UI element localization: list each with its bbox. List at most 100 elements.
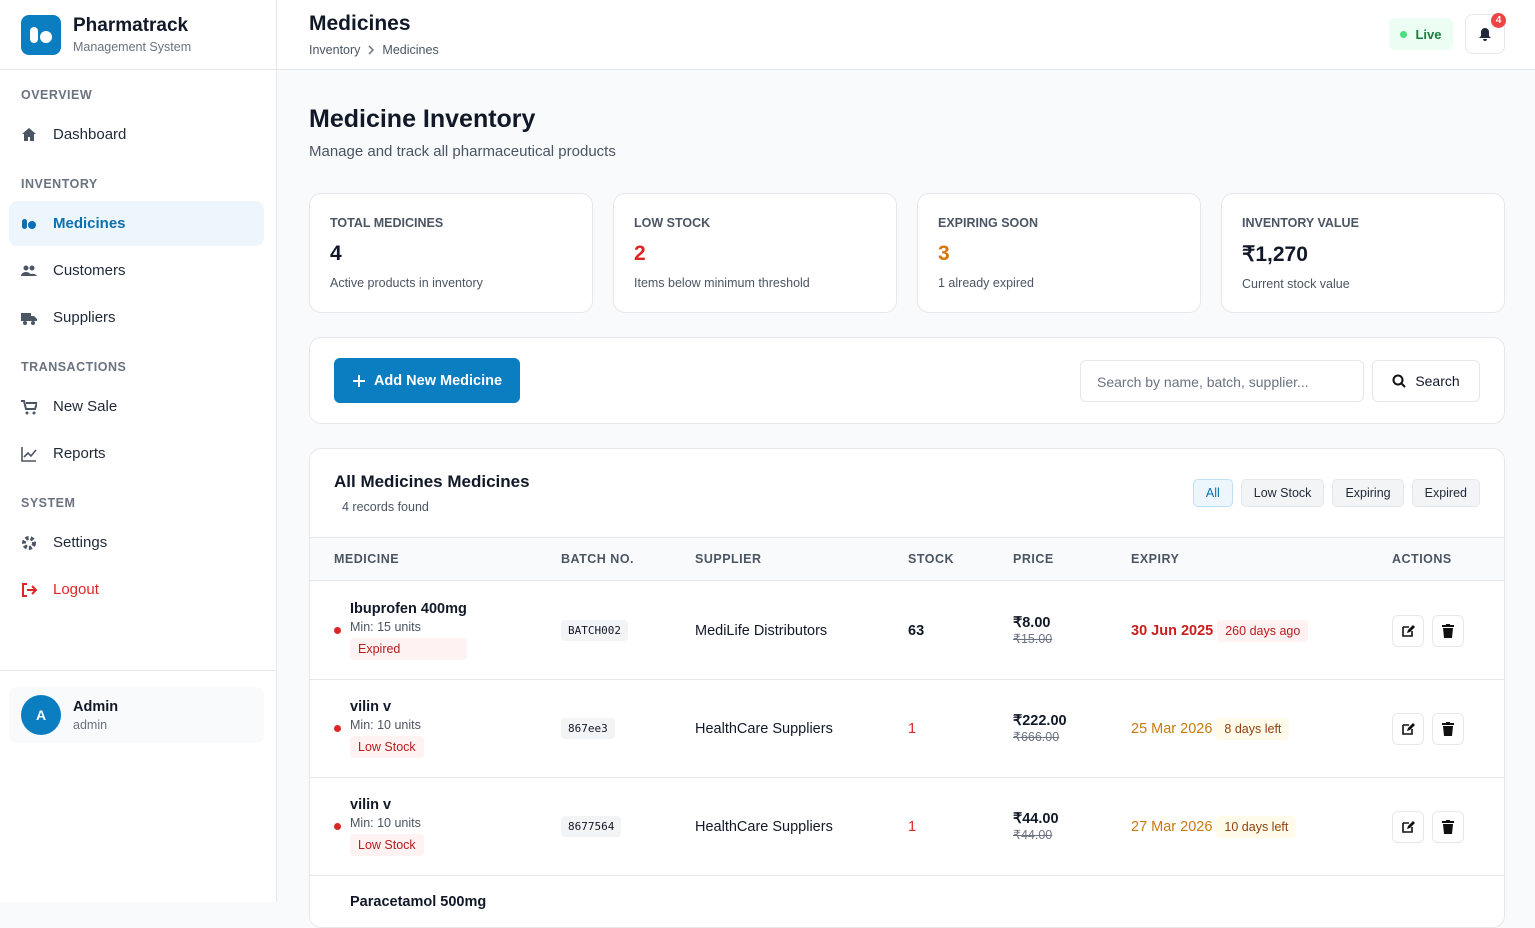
nav-section-title: INVENTORY bbox=[21, 177, 98, 191]
brand-name: Pharmatrack bbox=[73, 15, 189, 36]
header-title: Medicines bbox=[309, 12, 411, 35]
medicine-name: vilin v bbox=[350, 797, 392, 813]
edit-button[interactable] bbox=[1392, 712, 1424, 745]
nav-item-text: New Sale bbox=[53, 398, 118, 415]
search-button[interactable]: Search bbox=[1372, 360, 1480, 402]
price: ₹222.00 bbox=[1013, 713, 1067, 729]
filter-button[interactable]: Low Stock bbox=[1240, 479, 1325, 507]
breadcrumb: Inventory Medicines bbox=[309, 43, 439, 57]
user-role: admin bbox=[73, 717, 108, 732]
medicine-name: Paracetamol 500mg bbox=[350, 894, 487, 910]
stat-note: 1 already expired bbox=[938, 276, 1034, 290]
table-row: vilin v Min: 10 units Low Stock 8677564 Heal… bbox=[310, 778, 1504, 876]
nav-item[interactable]: Reports bbox=[9, 431, 264, 476]
nav-item-text: Settings bbox=[53, 534, 108, 551]
actions bbox=[1392, 810, 1504, 843]
stat-note: Active products in inventory bbox=[330, 276, 483, 290]
stat-label: EXPIRING SOON bbox=[938, 216, 1039, 230]
column-header: STOCK bbox=[908, 552, 955, 566]
crumb: Medicines bbox=[382, 43, 439, 57]
filter-button[interactable]: Expired bbox=[1411, 479, 1480, 507]
stat-note: Current stock value bbox=[1242, 277, 1350, 291]
live-status: Live bbox=[1389, 18, 1453, 50]
mrp: ₹15.00 bbox=[1013, 632, 1053, 646]
stock: 1 bbox=[908, 818, 917, 835]
record-count: 4 records found bbox=[342, 500, 429, 514]
nav-item[interactable]: Customers bbox=[9, 248, 264, 293]
delete-button[interactable] bbox=[1432, 810, 1464, 843]
table-row: Paracetamol 500mg bbox=[310, 876, 1504, 927]
medicine-cell: vilin v Min: 10 units Low Stock bbox=[334, 797, 561, 856]
nav-item[interactable]: Settings bbox=[9, 520, 264, 565]
expiry-note: 260 days ago bbox=[1217, 619, 1309, 642]
nav-item[interactable]: Medicines bbox=[9, 201, 264, 246]
price-cell: ₹8.00 ₹15.00 bbox=[1013, 615, 1131, 646]
nav-section-title: SYSTEM bbox=[21, 496, 76, 510]
delete-button[interactable] bbox=[1432, 614, 1464, 647]
column-header: EXPIRY bbox=[1131, 552, 1180, 566]
table-card: All Medicines Medicines 4 records found … bbox=[309, 448, 1505, 928]
page-subtitle: Manage and track all pharmaceutical prod… bbox=[309, 143, 616, 160]
batch-no: BATCH002 bbox=[561, 620, 628, 641]
status-dot bbox=[334, 725, 341, 732]
expiry-note: 10 days left bbox=[1216, 815, 1297, 838]
logo bbox=[21, 14, 61, 55]
edit-button[interactable] bbox=[1392, 810, 1424, 843]
medicine-cell: Ibuprofen 400mg Min: 15 units Expired bbox=[334, 601, 561, 660]
column-header: SUPPLIER bbox=[695, 552, 762, 566]
expiry-note: 8 days left bbox=[1216, 717, 1290, 740]
stat-note: Items below minimum threshold bbox=[634, 276, 810, 290]
stock: 63 bbox=[908, 622, 925, 639]
live-text: Live bbox=[1415, 26, 1442, 42]
table-row: Ibuprofen 400mg Min: 15 units Expired BATCH… bbox=[310, 582, 1504, 680]
expiry-date: 27 Mar 2026 bbox=[1131, 818, 1213, 835]
delete-button[interactable] bbox=[1432, 712, 1464, 745]
nav-item[interactable]: Dashboard bbox=[9, 112, 264, 157]
min-stock: Min: 10 units bbox=[350, 816, 421, 830]
filter-button[interactable]: All bbox=[1192, 479, 1233, 507]
column-header: PRICE bbox=[1013, 552, 1054, 566]
status-badge: Expired bbox=[350, 638, 467, 660]
edit-button[interactable] bbox=[1392, 614, 1424, 647]
add-button-text: Add New Medicine bbox=[373, 372, 503, 389]
nav-section-title: TRANSACTIONS bbox=[21, 360, 127, 374]
expiry-cell: 27 Mar 2026 10 days left bbox=[1131, 815, 1392, 838]
expiry-cell: 25 Mar 2026 8 days left bbox=[1131, 717, 1392, 740]
filters: All Low Stock Expiring Expired bbox=[1192, 479, 1480, 507]
stat-value: 3 bbox=[938, 242, 950, 265]
stat-card: LOW STOCK 2 Items below minimum threshold bbox=[613, 193, 897, 313]
column-header: ACTIONS bbox=[1392, 552, 1452, 566]
actions bbox=[1392, 614, 1504, 647]
toolbar: Add New Medicine Search by name, batch, … bbox=[309, 337, 1505, 424]
nav-item[interactable]: Logout bbox=[9, 567, 264, 612]
medicine-name: vilin v bbox=[350, 699, 392, 715]
nav-item[interactable]: New Sale bbox=[9, 384, 264, 429]
add-button[interactable]: Add New Medicine bbox=[334, 358, 520, 403]
filter-button[interactable]: Expiring bbox=[1332, 479, 1404, 507]
supplier: MediLife Distributors bbox=[695, 622, 828, 639]
supplier: HealthCare Suppliers bbox=[695, 720, 833, 737]
stat-card: INVENTORY VALUE ₹1,270 Current stock value bbox=[1221, 193, 1505, 313]
nav-item[interactable]: Suppliers bbox=[9, 295, 264, 340]
user-card[interactable]: A Admin admin bbox=[9, 687, 264, 743]
medicine-name: Ibuprofen 400mg bbox=[350, 601, 467, 617]
search-input[interactable]: Search by name, batch, supplier... bbox=[1080, 360, 1364, 402]
status-badge: Low Stock bbox=[350, 736, 424, 758]
page-title: Medicine Inventory bbox=[309, 105, 536, 133]
notifications[interactable]: 4 bbox=[1465, 13, 1506, 54]
stat-value: 4 bbox=[330, 242, 342, 265]
crumb[interactable]: Inventory bbox=[309, 43, 361, 57]
nav-item-text: Customers bbox=[53, 262, 126, 279]
expiry-date: 30 Jun 2025 bbox=[1131, 622, 1214, 639]
mrp: ₹44.00 bbox=[1013, 828, 1053, 842]
supplier: HealthCare Suppliers bbox=[695, 818, 833, 835]
sidebar: Pharmatrack Management System OVERVIEW Das… bbox=[0, 0, 277, 902]
topbar: Medicines Inventory Medicines Live 4 bbox=[277, 0, 1535, 70]
min-stock: Min: 10 units bbox=[350, 718, 421, 732]
brand-sub: Management System bbox=[73, 40, 192, 54]
mrp: ₹666.00 bbox=[1013, 730, 1060, 744]
notification-count: 4 bbox=[1491, 13, 1506, 28]
nav-item-text: Dashboard bbox=[53, 126, 127, 143]
actions bbox=[1392, 712, 1504, 745]
nav-item-text: Suppliers bbox=[53, 309, 116, 326]
